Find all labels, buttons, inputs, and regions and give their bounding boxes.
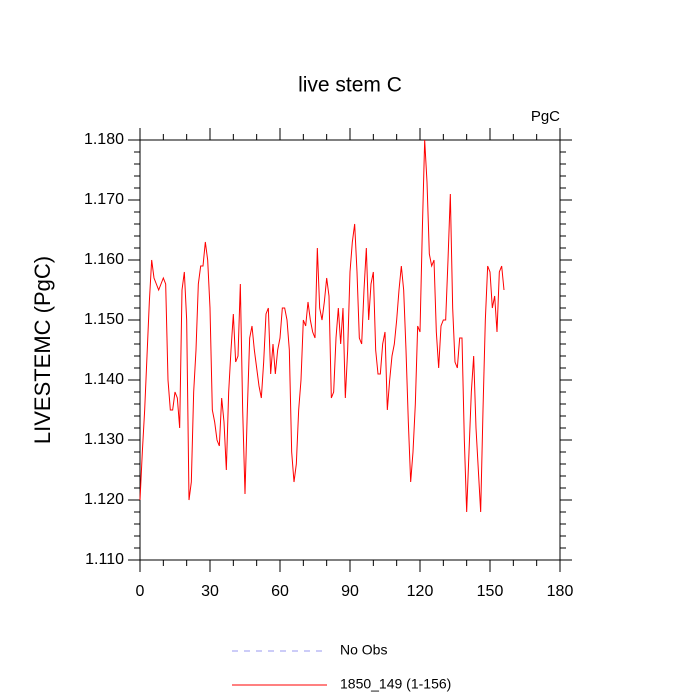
y-tick-label: 1.160 (84, 251, 124, 268)
x-tick-label: 150 (477, 583, 504, 600)
y-tick-label: 1.120 (84, 491, 124, 508)
y-tick-label: 1.180 (84, 131, 124, 148)
y-tick-label: 1.130 (84, 431, 124, 448)
legend-label: No Obs (340, 642, 387, 658)
x-tick-label: 90 (341, 583, 359, 600)
x-tick-label: 0 (136, 583, 145, 600)
y-tick-label: 1.150 (84, 311, 124, 328)
x-tick-label: 180 (547, 583, 574, 600)
series-line (139, 139, 505, 513)
y-tick-label: 1.170 (84, 191, 124, 208)
legend-label: 1850_149 (1-156) (340, 676, 451, 692)
x-tick-label: 60 (271, 583, 289, 600)
x-tick-label: 30 (201, 583, 219, 600)
chart-title: live stem C (298, 74, 402, 97)
x-tick-label: 120 (407, 583, 434, 600)
plot-frame (139, 139, 561, 561)
y-tick-label: 1.110 (85, 551, 124, 568)
y-axis-label: LIVESTEMC (PgC) (30, 256, 55, 444)
y-tick-label: 1.140 (84, 371, 124, 388)
units-label: PgC (531, 108, 560, 125)
